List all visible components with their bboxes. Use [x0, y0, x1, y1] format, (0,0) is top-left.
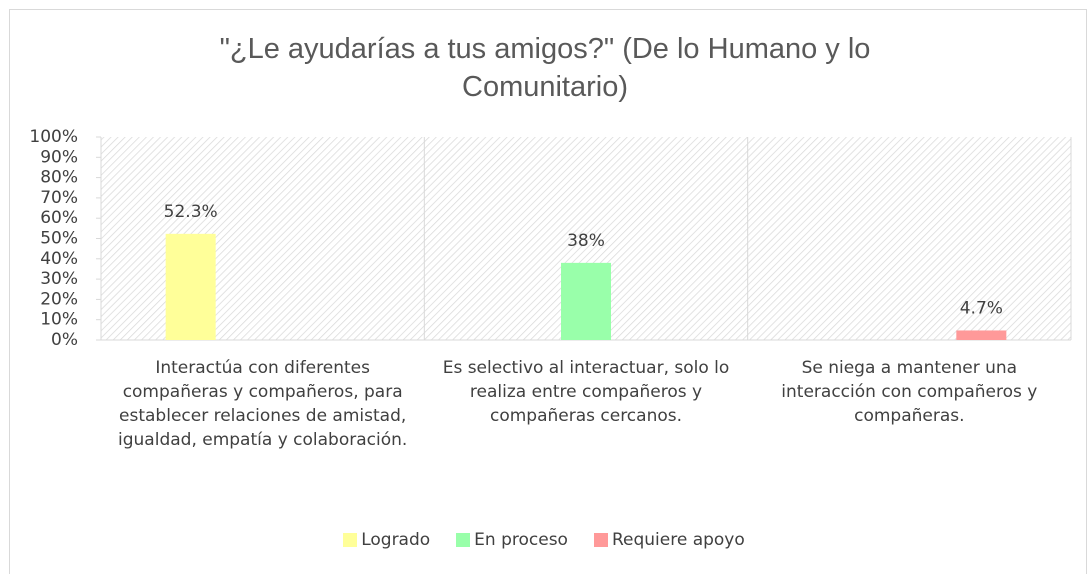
data-label: 52.3% — [164, 202, 218, 222]
legend: Logrado En proceso Requiere apoyo — [0, 530, 1088, 550]
bar — [956, 330, 1007, 340]
chart-title: "¿Le ayudarías a tus amigos?" (De lo Hum… — [219, 33, 871, 103]
legend-item: Requiere apoyo — [593, 530, 745, 550]
legend-swatch — [593, 533, 608, 547]
y-tick-label: 10% — [40, 310, 78, 330]
legend-label: Logrado — [361, 530, 431, 550]
chart-border — [9, 9, 1087, 574]
x-tick-label: Es selectivo al interactuar, solo lo rea… — [442, 358, 730, 426]
bar — [165, 233, 216, 340]
legend-label: Requiere apoyo — [611, 530, 745, 550]
y-tick-label: 70% — [40, 188, 78, 208]
legend-swatch — [343, 533, 358, 547]
y-tick-label: 50% — [40, 229, 78, 249]
bar — [561, 262, 611, 340]
legend-item: En proceso — [456, 530, 568, 550]
x-tick-label: Se niega a mantener una interacción con … — [781, 358, 1038, 426]
y-tick-label: 90% — [40, 147, 78, 167]
y-tick-label: 80% — [40, 168, 78, 188]
data-label: 4.7% — [960, 298, 1003, 318]
y-tick-label: 40% — [40, 249, 78, 269]
y-tick-label: 20% — [40, 289, 78, 309]
x-tick-label: Interactúa con diferentes compañeras y c… — [118, 358, 408, 450]
legend-item: Logrado — [343, 530, 430, 550]
legend-label: En proceso — [474, 530, 568, 550]
y-tick-label: 100% — [29, 127, 78, 147]
y-tick-label: 30% — [40, 269, 78, 289]
legend-swatch — [456, 533, 471, 547]
y-tick-label: 60% — [40, 208, 78, 228]
y-tick-label: 0% — [51, 330, 78, 350]
data-label: 38% — [567, 231, 605, 251]
